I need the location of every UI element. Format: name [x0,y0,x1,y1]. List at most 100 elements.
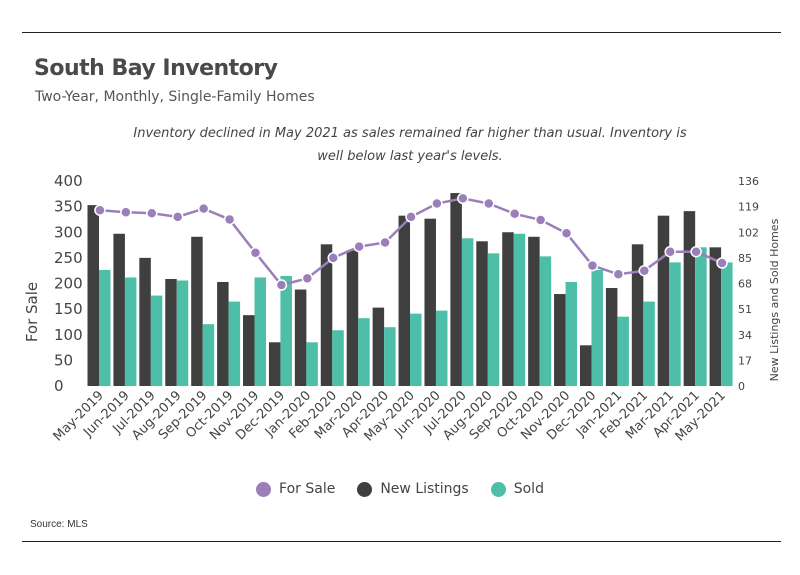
bar-new-listings-jan-2020 [294,289,307,386]
bar-sold-mar-2021 [669,262,681,386]
bar-sold-oct-2020 [539,256,552,386]
bar-new-listings-may-2019 [87,205,99,386]
for-sale-point-nov-2019 [249,247,262,259]
for-sale-point-may-2019 [94,204,106,216]
bar-new-listings-jan-2021 [605,288,618,386]
legend-label-new-listings: New Listings [380,481,469,497]
bar-sold-oct-2019 [228,301,241,386]
legend: For Sale New Listings Sold [0,481,800,497]
inventory-chart: May-2019Jun-2019Jul-2019Aug-2019Sep-2019… [23,172,781,444]
bar-sold-aug-2020 [487,253,500,386]
bar-sold-may-2019 [99,269,111,386]
y-right-tick-51: 51 [738,303,752,316]
bar-new-listings-oct-2019 [217,281,229,386]
bar-new-listings-jul-2019 [139,257,151,386]
bar-sold-nov-2020 [565,281,578,386]
y-left-tick-100: 100 [54,326,83,344]
y-right-tick-85: 85 [738,252,752,265]
bar-sold-jun-2020 [435,310,448,386]
legend-item-new-listings: New Listings [357,481,469,497]
bar-new-listings-nov-2020 [554,294,566,386]
for-sale-point-nov-2020 [560,227,573,240]
for-sale-point-sep-2019 [197,202,210,215]
for-sale-point-jan-2020 [301,272,314,285]
bar-sold-mar-2020 [358,318,370,386]
for-sale-point-jun-2019 [120,206,132,219]
bottom-rule [22,541,781,542]
bar-sold-nov-2019 [254,277,267,386]
bar-sold-may-2021 [721,262,733,386]
y-right-tick-68: 68 [738,278,752,291]
bar-new-listings-aug-2020 [476,241,488,386]
bar-sold-feb-2021 [643,301,655,386]
bar-new-listings-apr-2021 [683,211,696,386]
bar-sold-jan-2020 [306,342,318,386]
bar-new-listings-mar-2021 [657,215,670,386]
bar-sold-apr-2021 [695,247,707,386]
axes-layer: May-2019Jun-2019Jul-2019Aug-2019Sep-2019… [23,172,781,444]
bar-sold-dec-2019 [280,275,292,386]
for-sale-point-feb-2021 [638,264,651,277]
legend-swatch-sold [490,481,506,497]
legend-label-for-sale: For Sale [279,481,336,497]
bars-layer [87,193,733,386]
for-sale-point-oct-2020 [534,214,547,226]
bar-sold-jul-2019 [150,295,163,386]
for-sale-point-may-2020 [405,211,417,223]
bar-new-listings-oct-2020 [528,236,540,386]
bar-sold-jul-2020 [461,238,474,386]
bar-new-listings-feb-2020 [320,244,333,386]
legend-item-for-sale: For Sale [256,481,335,497]
bar-new-listings-jun-2020 [424,218,436,386]
bar-new-listings-may-2021 [709,247,722,386]
y-left-tick-50: 50 [54,351,73,369]
source-note: Source: MLS [30,519,88,530]
legend-swatch-for-sale [256,481,272,497]
for-sale-point-apr-2020 [379,236,391,249]
legend-item-sold: Sold [490,481,544,497]
bar-new-listings-dec-2020 [579,345,592,386]
y-right-tick-0: 0 [738,380,745,393]
y-right-tick-17: 17 [738,354,752,367]
bar-sold-jun-2019 [124,277,137,386]
y-right-tick-136: 136 [738,175,759,188]
for-sale-point-aug-2019 [171,211,184,223]
for-sale-point-dec-2019 [275,279,288,291]
bar-new-listings-jul-2020 [450,193,462,386]
bar-sold-dec-2020 [591,269,603,386]
bar-new-listings-nov-2019 [243,315,255,386]
y-left-tick-300: 300 [54,223,83,241]
bar-sold-feb-2020 [332,330,344,386]
y-left-tick-400: 400 [54,172,83,190]
y-right-axis-title: New Listings and Sold Homes [768,218,781,381]
y-right-tick-119: 119 [738,201,759,214]
bar-new-listings-sep-2019 [191,236,203,386]
legend-swatch-new-listings [357,481,373,497]
y-left-tick-0: 0 [54,377,64,395]
bar-new-listings-apr-2020 [372,307,385,386]
bar-new-listings-mar-2020 [346,250,359,386]
top-rule [22,32,781,33]
bar-new-listings-aug-2019 [165,278,177,386]
y-left-tick-250: 250 [54,249,83,267]
for-sale-point-jul-2019 [146,207,158,220]
y-left-tick-350: 350 [54,198,83,216]
for-sale-point-dec-2020 [586,259,599,272]
for-sale-point-oct-2019 [223,213,236,226]
bar-new-listings-feb-2021 [631,244,644,386]
y-left-tick-200: 200 [54,275,83,293]
y-right-tick-102: 102 [738,226,759,239]
for-sale-point-mar-2020 [353,240,365,253]
bar-sold-sep-2019 [202,324,215,386]
bar-sold-aug-2019 [176,280,189,386]
legend-label-sold: Sold [513,481,544,497]
y-left-axis-title: For Sale [23,282,41,342]
bar-new-listings-may-2020 [398,215,411,386]
for-sale-point-jun-2020 [431,197,443,210]
for-sale-point-sep-2020 [508,208,521,220]
bar-new-listings-sep-2020 [502,232,514,386]
chart-subtitle: Two-Year, Monthly, Single-Family Homes [35,89,315,105]
bar-sold-jan-2021 [617,316,629,386]
for-sale-point-apr-2021 [690,245,702,258]
y-right-tick-34: 34 [738,329,752,342]
